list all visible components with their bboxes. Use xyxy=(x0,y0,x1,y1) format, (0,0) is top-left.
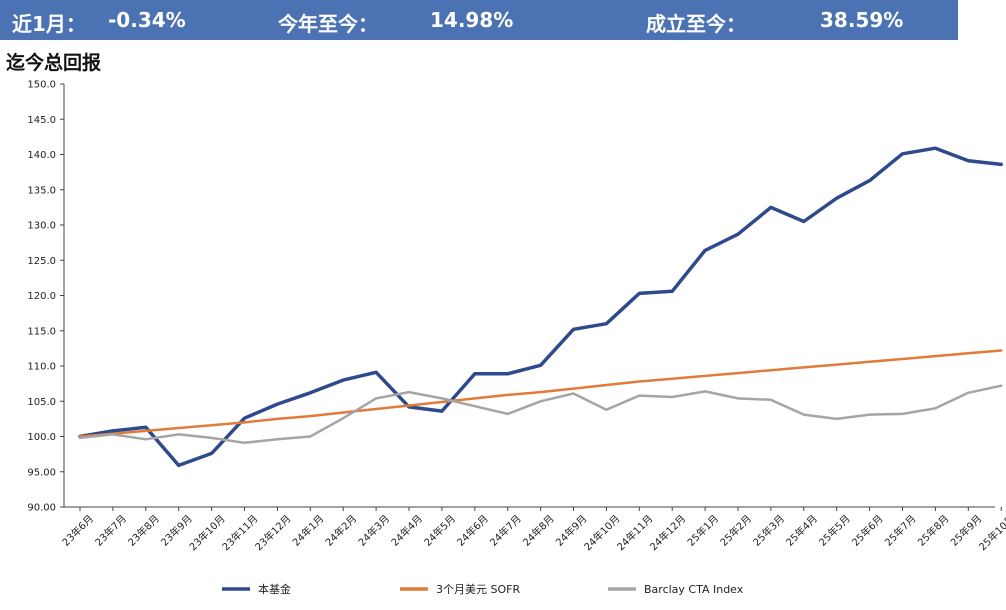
x-tick-label: 25年4月 xyxy=(783,512,820,549)
y-tick-label: 125.0 xyxy=(27,256,56,267)
y-tick-label: 105.0 xyxy=(27,397,56,408)
x-tick-label: 24年8月 xyxy=(520,512,557,549)
x-tick-label: 23年8月 xyxy=(125,512,162,549)
series-line-0 xyxy=(78,146,1003,468)
y-tick-label: 90.00 xyxy=(27,503,56,514)
x-tick-label: 24年3月 xyxy=(355,512,392,549)
x-tick-label: 24年5月 xyxy=(421,512,458,549)
one-month-label: 近1月： xyxy=(12,12,86,36)
y-tick-label: 110.0 xyxy=(27,362,56,373)
legend-label-1: 3个月美元 SOFR xyxy=(436,583,520,596)
y-tick-label: 120.0 xyxy=(27,291,56,302)
x-tick-label: 25年8月 xyxy=(915,512,952,549)
x-tick-label: 24年2月 xyxy=(322,512,359,549)
x-tick-label: 25年7月 xyxy=(882,512,919,549)
ytd-label: 今年至今： xyxy=(278,12,378,36)
x-tick-label: 24年12月 xyxy=(647,512,688,553)
x-tick-label: 23年7月 xyxy=(92,512,129,549)
series-line-2 xyxy=(78,384,1003,445)
x-tick-label: 25年2月 xyxy=(717,512,754,549)
x-tick-label: 25年1月 xyxy=(684,512,721,549)
x-tick-label: 25年3月 xyxy=(750,512,787,549)
y-tick-label: 140.0 xyxy=(27,150,56,161)
x-tick-label: 24年6月 xyxy=(454,512,491,549)
chart-title: 迄今总回报 xyxy=(6,52,102,74)
y-tick-label: 100.0 xyxy=(27,432,56,443)
y-tick-label: 130.0 xyxy=(27,221,56,232)
y-tick-label: 150.0 xyxy=(27,80,56,91)
summary-banner: 近1月： -0.34% 今年至今： 14.98% 成立至今： 38.59% xyxy=(0,0,958,40)
x-tick-label: 24年1月 xyxy=(290,512,327,549)
y-tick-label: 145.0 xyxy=(27,115,56,126)
x-tick-label: 25年6月 xyxy=(849,512,886,549)
x-tick-label: 23年12月 xyxy=(252,512,293,553)
ytd-value: 14.98% xyxy=(430,8,514,32)
x-tick-label: 25年5月 xyxy=(816,512,853,549)
legend-label-2: Barclay CTA Index xyxy=(644,583,744,596)
y-tick-label: 135.0 xyxy=(27,185,56,196)
one-month-value: -0.34% xyxy=(108,8,186,32)
y-tick-label: 115.0 xyxy=(27,326,56,337)
x-tick-label: 24年7月 xyxy=(487,512,524,549)
legend-label-0: 本基金 xyxy=(258,582,291,596)
x-tick-label: 24年4月 xyxy=(388,512,425,549)
since-inception-label: 成立至今： xyxy=(646,12,746,36)
x-tick-label: 23年6月 xyxy=(59,512,96,549)
y-tick-label: 95.00 xyxy=(27,467,56,478)
since-inception-value: 38.59% xyxy=(820,8,904,32)
